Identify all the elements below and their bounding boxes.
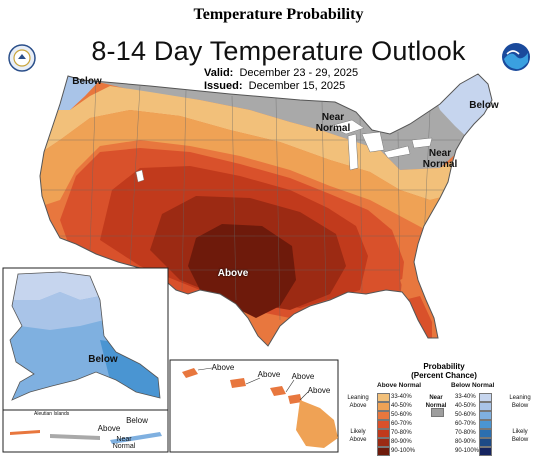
legend-above-range-label: 60-70% (391, 420, 412, 428)
legend-below-swatch (479, 420, 492, 429)
legend-above-range-label: 33-40% (391, 393, 412, 401)
legend-below-swatch (479, 447, 492, 456)
label-aleutian-above: Above (96, 424, 122, 433)
label-aleutian-title: Aleutian Islands (34, 411, 69, 417)
label-aleutian-near-normal: Near Normal (112, 436, 136, 450)
legend-below-range-label: 50-60% (455, 411, 476, 419)
legend-above-swatch (377, 402, 390, 411)
legend-above-swatch (377, 447, 390, 456)
label-alaska-below: Below (86, 354, 120, 365)
label-hawaii-above-4: Above (304, 386, 334, 395)
label-above-main: Above (210, 268, 256, 279)
label-aleutian-below: Below (124, 416, 150, 425)
legend-below-swatch (479, 438, 492, 447)
label-near-normal-north: Near Normal (308, 112, 358, 134)
legend-above-swatch (377, 393, 390, 402)
legend-below-swatch (479, 411, 492, 420)
label-below-northwest: Below (70, 76, 104, 87)
legend-leaning-above: Leaning Above (345, 394, 371, 410)
legend-above-swatch (377, 429, 390, 438)
label-hawaii-above-3: Above (288, 372, 318, 381)
label-hawaii-above-2: Above (254, 370, 284, 379)
legend-above-range-label: 50-60% (391, 411, 412, 419)
legend-above-range-label: 90-100% (391, 447, 415, 455)
legend-above-range-label: 80-90% (391, 438, 412, 446)
probability-legend: Probability (Percent Chance) Above Norma… (345, 362, 553, 456)
legend-above-range-label: 40-50% (391, 402, 412, 410)
legend-title: Probability (Percent Chance) (389, 362, 499, 380)
label-below-northeast: Below (466, 100, 502, 111)
legend-likely-below: Likely Below (505, 428, 535, 444)
legend-near-normal-label: Near Normal (421, 394, 451, 410)
legend-below-header: Below Normal (451, 382, 494, 390)
legend-below-range-label: 90-100% (455, 447, 479, 455)
legend-below-range-label: 40-50% (455, 402, 476, 410)
legend-above-swatch (377, 420, 390, 429)
label-near-normal-east: Near Normal (418, 148, 462, 170)
legend-below-swatch (479, 402, 492, 411)
legend-below-range-label: 70-80% (455, 429, 476, 437)
legend-likely-above: Likely Above (345, 428, 371, 444)
legend-above-swatch (377, 411, 390, 420)
legend-leaning-below: Leaning Below (505, 394, 535, 410)
legend-above-range-label: 70-80% (391, 429, 412, 437)
legend-below-range-label: 33-40% (455, 393, 476, 401)
legend-below-range-label: 60-70% (455, 420, 476, 428)
legend-below-swatch (479, 429, 492, 438)
label-hawaii-above-1: Above (208, 363, 238, 372)
legend-above-header: Above Normal (377, 382, 421, 390)
legend-below-range-label: 80-90% (455, 438, 476, 446)
legend-below-swatch (479, 393, 492, 402)
legend-above-swatch (377, 438, 390, 447)
